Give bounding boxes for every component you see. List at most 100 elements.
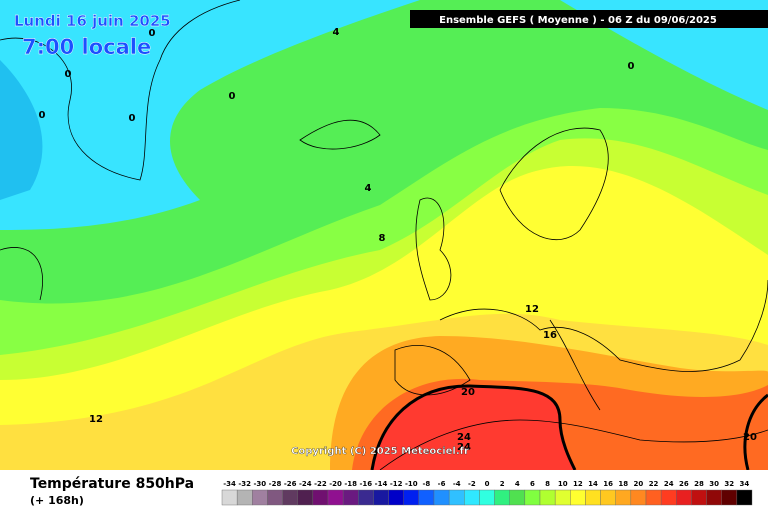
legend-label: 24	[664, 480, 674, 488]
legend-swatch	[479, 489, 495, 506]
legend-label: -34	[223, 480, 236, 488]
legend-label: -32	[238, 480, 251, 488]
legend-label: 14	[588, 480, 598, 488]
legend-label: -16	[360, 480, 373, 488]
field-band	[0, 0, 420, 230]
contour-label: 0	[39, 110, 46, 121]
contour-label: 20	[461, 387, 475, 398]
contour-label: 0	[65, 69, 72, 80]
contour-label: 24	[457, 442, 471, 453]
legend-swatch	[660, 489, 677, 506]
legend-swatch	[403, 489, 420, 506]
legend-label: 6	[530, 480, 535, 488]
forecast-step: (+ 168h)	[30, 494, 84, 507]
legend-swatch	[585, 489, 601, 506]
legend-swatch	[221, 489, 238, 506]
legend-swatch	[236, 489, 253, 506]
contour-line	[743, 393, 768, 470]
valid-date: Lundi 16 juin 2025	[14, 12, 171, 30]
legend-swatch	[554, 489, 571, 506]
legend-label: -22	[314, 480, 327, 488]
legend-swatch	[736, 489, 753, 506]
legend-swatch	[721, 489, 738, 506]
legend-label: -6	[438, 480, 446, 488]
legend-label: 0	[485, 480, 490, 488]
legend-swatch	[342, 489, 359, 506]
legend-label: -26	[284, 480, 297, 488]
legend-swatch	[691, 489, 707, 506]
legend-swatch	[570, 489, 586, 506]
contour-label: 0	[129, 113, 136, 124]
contour-line	[370, 384, 577, 470]
legend-swatch	[388, 489, 404, 506]
valid-time: 7:00 locale	[22, 35, 151, 59]
field-band	[0, 60, 43, 200]
legend-swatch	[600, 489, 616, 506]
legend-label: -30	[254, 480, 267, 488]
model-banner	[410, 10, 768, 28]
legend-label: -2	[468, 480, 476, 488]
legend-swatch	[433, 489, 450, 506]
legend-label: 34	[740, 480, 750, 488]
contour-label: 0	[149, 28, 156, 39]
legend-swatch	[418, 489, 435, 506]
legend-swatch	[373, 489, 389, 506]
legend-label: 28	[694, 480, 704, 488]
legend-label: -4	[453, 480, 461, 488]
legend-swatch	[327, 489, 344, 506]
legend-swatch	[645, 489, 662, 506]
variable-title: Température 850hPa	[30, 476, 194, 492]
contour-label: 0	[628, 61, 635, 72]
legend-swatch	[464, 489, 480, 506]
legend-label: -20	[329, 480, 342, 488]
legend-label: 30	[709, 480, 719, 488]
legend-swatch	[509, 489, 526, 506]
legend-swatch	[282, 489, 298, 506]
legend-swatch	[615, 489, 632, 506]
legend-swatch	[706, 489, 722, 506]
coastlines	[0, 0, 768, 470]
legend-swatch	[524, 489, 541, 506]
legend-label: -10	[405, 480, 418, 488]
legend-label: -14	[375, 480, 388, 488]
contour-label: 16	[543, 330, 557, 341]
contour-label: 20	[743, 432, 757, 443]
legend-label: 12	[573, 480, 583, 488]
legend-swatch	[312, 489, 329, 506]
contour-label: 4	[365, 183, 372, 194]
legend-label: -28	[269, 480, 282, 488]
contour-label: 12	[89, 414, 103, 425]
legend-swatch	[297, 489, 314, 506]
legend-swatch	[267, 489, 283, 506]
legend-label: 26	[679, 480, 689, 488]
legend-label: 2	[500, 480, 505, 488]
contour-label: 12	[525, 304, 539, 315]
legend-swatch	[448, 489, 465, 506]
field-band	[372, 385, 575, 470]
legend-swatch	[252, 489, 268, 506]
legend-label: 22	[649, 480, 659, 488]
legend-swatch	[539, 489, 556, 506]
legend-label: -24	[299, 480, 312, 488]
legend-label: 4	[515, 480, 520, 488]
legend-swatch	[630, 489, 647, 506]
contour-label: 8	[379, 233, 386, 244]
legend-label: 18	[618, 480, 628, 488]
legend-swatch	[676, 489, 692, 506]
contour-label: 0	[229, 91, 236, 102]
color-legend: -34 -32 -30 -28 -26 -24 -22 -20 -18 -16 -14 -12 -10-…	[221, 480, 753, 506]
contour-label: 24	[457, 432, 471, 443]
legend-label: 32	[724, 480, 734, 488]
legend-swatch	[358, 489, 374, 506]
legend-label: 8	[545, 480, 550, 488]
legend-label: -12	[390, 480, 403, 488]
legend-label: -18	[344, 480, 357, 488]
legend-label: -8	[423, 480, 431, 488]
model-run: Ensemble GEFS ( Moyenne ) - 06 Z du 09/0…	[439, 15, 717, 26]
legend-label: 20	[634, 480, 644, 488]
legend-label: 10	[558, 480, 568, 488]
